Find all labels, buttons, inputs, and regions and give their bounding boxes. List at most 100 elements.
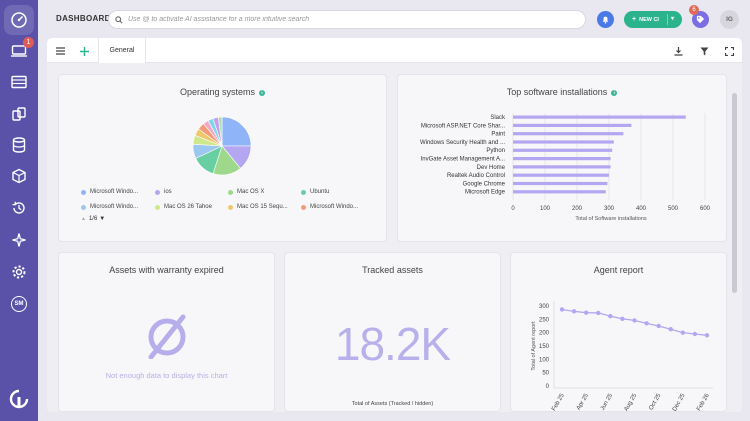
tracked-assets-value[interactable]: 18.2K (334, 318, 451, 370)
dashboard-content: Operating systems i Microsoft Windo... io… (47, 63, 742, 412)
x-tick-label: Feb 26 (696, 392, 711, 412)
search-input[interactable] (128, 16, 568, 23)
data-point[interactable] (620, 316, 625, 321)
x-tick-label: 500 (668, 206, 679, 212)
y-category-label: Windows Security Health and ... (420, 140, 505, 146)
y-tick-label: 0 (546, 384, 550, 390)
sidebar-item-ai[interactable] (8, 229, 30, 251)
os-pie-chart (192, 116, 252, 176)
legend-item[interactable]: Microsoft Windo... (81, 204, 138, 210)
legend-item[interactable]: Microsoft Windo... (81, 189, 138, 195)
x-tick-label: Jun 25 (600, 392, 615, 411)
y-tick-label: 200 (539, 331, 550, 337)
sidebar-item-settings[interactable] (8, 261, 30, 283)
bar[interactable] (513, 157, 611, 161)
no-data-icon (148, 314, 186, 359)
bar[interactable] (513, 173, 609, 177)
tracked-widget-title: Tracked assets (362, 265, 423, 275)
info-icon[interactable]: i (611, 89, 618, 96)
sidebar-item-boxes[interactable] (8, 165, 30, 187)
y-category-label: Microsoft Edge (465, 190, 506, 196)
x-tick-label: 200 (572, 206, 583, 212)
bar[interactable] (513, 132, 624, 136)
legend-item[interactable]: Mac OS X (228, 189, 264, 195)
legend-item[interactable]: Mac OS 15 Sequ... (228, 204, 288, 210)
legend-item[interactable]: Microsoft Windo... (301, 204, 358, 210)
sidebar-item-sm[interactable]: SM (8, 293, 30, 315)
legend-item[interactable]: ios (155, 189, 172, 195)
avatar[interactable]: IG (720, 10, 739, 29)
bar[interactable] (513, 181, 608, 186)
tracked-assets-caption: Total of Assets (Tracked / hidden) (351, 401, 434, 407)
pie-slice[interactable] (218, 116, 223, 147)
y-tick-label: 100 (539, 357, 550, 363)
data-point[interactable] (608, 313, 613, 319)
main-panel: General Operating systems i Microsoft Win… (47, 38, 742, 412)
sidebar-item-dashboard[interactable] (4, 5, 34, 35)
data-point[interactable] (583, 310, 589, 315)
tab-bar: General (47, 38, 742, 63)
warranty-widget-title: Assets with warranty expired (109, 265, 224, 275)
info-icon[interactable]: i (259, 89, 266, 96)
filter-button[interactable] (696, 43, 712, 59)
data-point[interactable] (571, 309, 577, 314)
alerts-button[interactable] (597, 11, 614, 28)
data-point[interactable] (644, 321, 649, 326)
notifications-button[interactable]: 6 (689, 5, 709, 28)
search-bar[interactable] (108, 10, 586, 29)
data-point[interactable] (656, 323, 661, 329)
y-tick-label: 50 (542, 371, 549, 377)
data-point[interactable] (704, 333, 710, 338)
fullscreen-button[interactable] (721, 43, 737, 59)
download-button[interactable] (670, 43, 686, 59)
bar[interactable] (513, 140, 614, 144)
software-icon (12, 107, 26, 121)
pie-slice[interactable] (221, 116, 252, 147)
bar[interactable] (513, 190, 606, 194)
tab-general[interactable]: General (98, 38, 146, 63)
y-category-label: Paint (491, 132, 505, 138)
x-tick-label: 100 (540, 206, 551, 212)
data-point[interactable] (692, 331, 698, 337)
sidebar-item-history[interactable] (8, 197, 30, 219)
history-icon (12, 201, 25, 214)
bar[interactable] (513, 115, 686, 119)
bar[interactable] (513, 165, 611, 169)
y-category-label: Python (486, 148, 505, 154)
boxes-icon (12, 168, 26, 184)
agent-line-chart: 0 50 100 150 200 250 300 Total of Agent report F… (531, 301, 713, 412)
add-tab-button[interactable] (76, 43, 92, 59)
legend-item[interactable]: Ubuntu (301, 189, 329, 195)
data-point[interactable] (632, 318, 637, 323)
plus-icon (79, 46, 89, 56)
sidebar-item-servers[interactable] (8, 71, 30, 93)
fullscreen-icon (724, 46, 734, 56)
tag-icon (696, 15, 705, 24)
software-widget: Top software installations i 0 100 200 300 40… (397, 74, 727, 242)
pager-prev-icon[interactable]: ▲ (81, 216, 86, 222)
sidebar-logo[interactable] (8, 388, 30, 410)
legend-item[interactable]: Mac OS 26 Tahoe (155, 204, 212, 210)
chevron-down-icon[interactable]: ▾ (671, 16, 675, 22)
data-point[interactable] (559, 307, 565, 312)
y-axis-label: Total of Agent report (531, 321, 537, 371)
scrollbar[interactable] (732, 93, 737, 293)
agent-widget-title: Agent report (593, 265, 644, 275)
x-tick-label: 400 (636, 206, 647, 212)
sidebar-item-devices[interactable]: 1 (8, 37, 34, 62)
database-icon (12, 137, 26, 153)
pager-next-icon[interactable]: ▼ (99, 216, 106, 222)
data-point[interactable] (668, 327, 673, 332)
menu-button[interactable] (52, 43, 68, 59)
devices-badge: 1 (23, 37, 34, 48)
notification-count-badge: 6 (689, 5, 699, 15)
sidebar-item-software[interactable] (8, 103, 30, 125)
devices-icon (11, 45, 27, 57)
data-point[interactable] (596, 310, 601, 316)
new-ci-button[interactable]: + NEW CI ▾ (624, 11, 682, 28)
bar[interactable] (513, 123, 632, 127)
sidebar-item-database[interactable] (8, 134, 30, 156)
bar[interactable] (513, 148, 613, 152)
agent-widget: Agent report 0 50 100 150 200 250 300 Total of … (510, 252, 727, 412)
data-point[interactable] (680, 330, 686, 335)
